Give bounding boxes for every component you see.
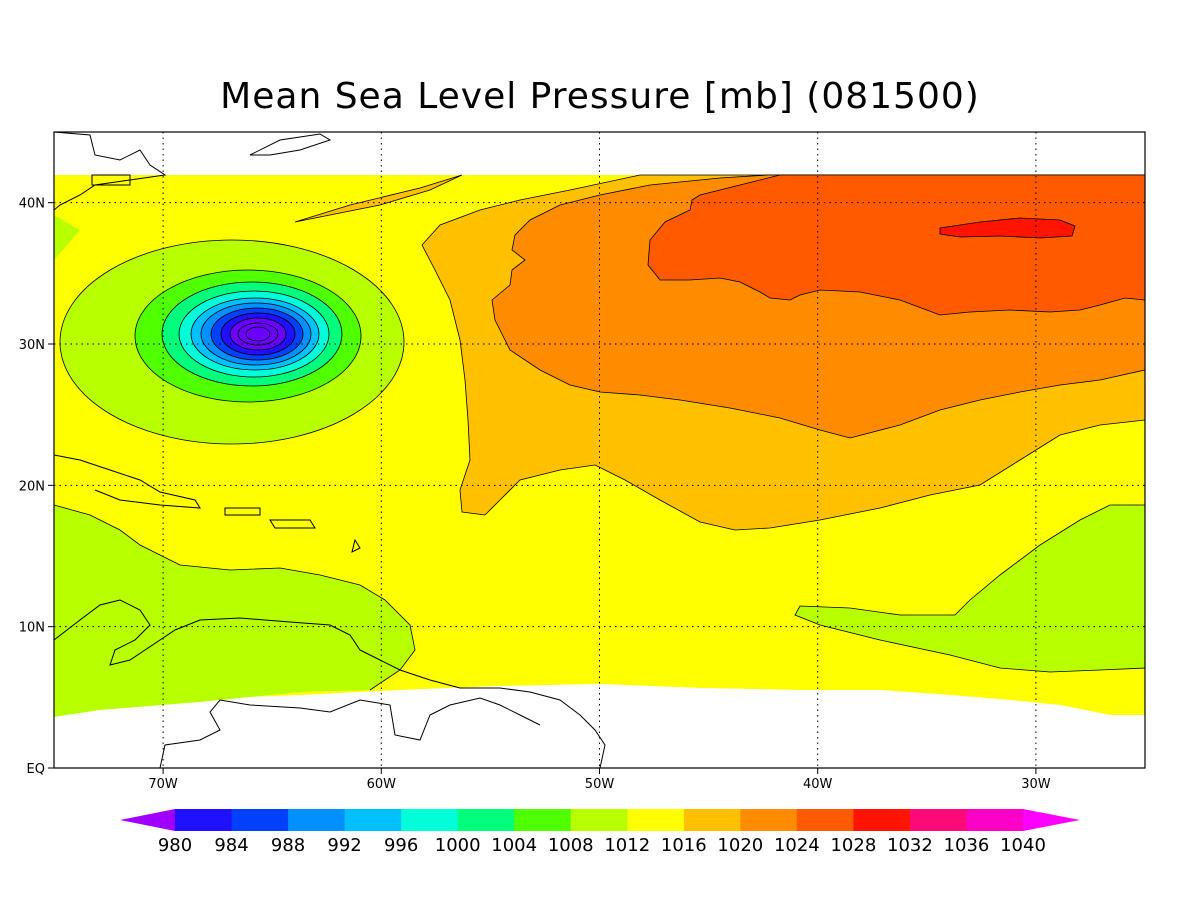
colorbar: 980 984 988 992 996 1000 1004 1008 1012 1016 1020 1… bbox=[120, 809, 1080, 856]
colorbar-segment bbox=[457, 809, 515, 831]
lon-tick-label: 40W bbox=[803, 777, 833, 792]
colorbar-label: 984 bbox=[214, 835, 248, 856]
region-1024-1028 bbox=[647, 174, 1145, 316]
colorbar-label: 1008 bbox=[548, 835, 594, 856]
region-1008-1012 bbox=[54, 505, 415, 717]
hurricane-contours bbox=[59, 239, 405, 445]
lat-tick-label: 20N bbox=[19, 479, 45, 494]
region-1028-1032 bbox=[939, 217, 1076, 239]
colorbar-segment bbox=[570, 809, 628, 831]
colorbar-segment bbox=[288, 809, 346, 831]
colorbar-segment bbox=[231, 809, 289, 831]
latitude-axis: EQ 10N 20N 30N 40N bbox=[19, 197, 54, 777]
grid-lines bbox=[54, 132, 1145, 768]
lat-tick-label: 10N bbox=[19, 621, 45, 636]
colorbar-label: 992 bbox=[327, 835, 361, 856]
lat-tick-label: EQ bbox=[27, 762, 45, 777]
lon-tick-label: 50W bbox=[585, 777, 615, 792]
colorbar-arrow-high bbox=[1023, 809, 1080, 831]
lon-tick-label: 70W bbox=[148, 777, 178, 792]
colorbar-segment bbox=[909, 809, 967, 831]
colorbar-label: 1004 bbox=[491, 835, 537, 856]
colorbar-segment bbox=[344, 809, 402, 831]
colorbar-segment bbox=[627, 809, 685, 831]
chart-title: Mean Sea Level Pressure [mb] (081500) bbox=[220, 76, 980, 117]
colorbar-segment bbox=[740, 809, 798, 831]
colorbar-label: 1020 bbox=[717, 835, 763, 856]
colorbar-label: 1016 bbox=[661, 835, 707, 856]
colorbar-label: 988 bbox=[271, 835, 305, 856]
colorbar-segment bbox=[683, 809, 741, 831]
colorbar-label: 1028 bbox=[830, 835, 876, 856]
colorbar-label: 1040 bbox=[1000, 835, 1046, 856]
colorbar-label: 996 bbox=[384, 835, 418, 856]
colorbar-label: 980 bbox=[158, 835, 192, 856]
longitude-axis: 70W 60W 50W 40W 30W bbox=[148, 768, 1051, 792]
lat-tick-label: 40N bbox=[19, 197, 45, 212]
colorbar-segment bbox=[796, 809, 854, 831]
colorbar-label: 1012 bbox=[604, 835, 650, 856]
region-1008-1012-west bbox=[54, 215, 80, 440]
region-1016-1020-streak bbox=[294, 174, 463, 223]
lat-tick-label: 30N bbox=[19, 338, 45, 353]
colorbar-label: 1036 bbox=[944, 835, 990, 856]
lon-tick-label: 60W bbox=[367, 777, 397, 792]
colorbar-segment bbox=[401, 809, 459, 831]
region-1008-1012-east bbox=[795, 505, 1145, 672]
pressure-field bbox=[54, 132, 1145, 768]
coastlines bbox=[54, 132, 606, 768]
lon-tick-label: 30W bbox=[1021, 777, 1051, 792]
colorbar-segment bbox=[514, 809, 572, 831]
colorbar-label: 1032 bbox=[887, 835, 933, 856]
colorbar-segment bbox=[853, 809, 911, 831]
colorbar-segment bbox=[175, 809, 233, 831]
broad-contours bbox=[54, 504, 1145, 691]
colorbar-label: 1024 bbox=[774, 835, 820, 856]
colorbar-arrow-low bbox=[120, 809, 175, 831]
colorbar-segment bbox=[966, 809, 1024, 831]
colorbar-label: 1000 bbox=[435, 835, 481, 856]
